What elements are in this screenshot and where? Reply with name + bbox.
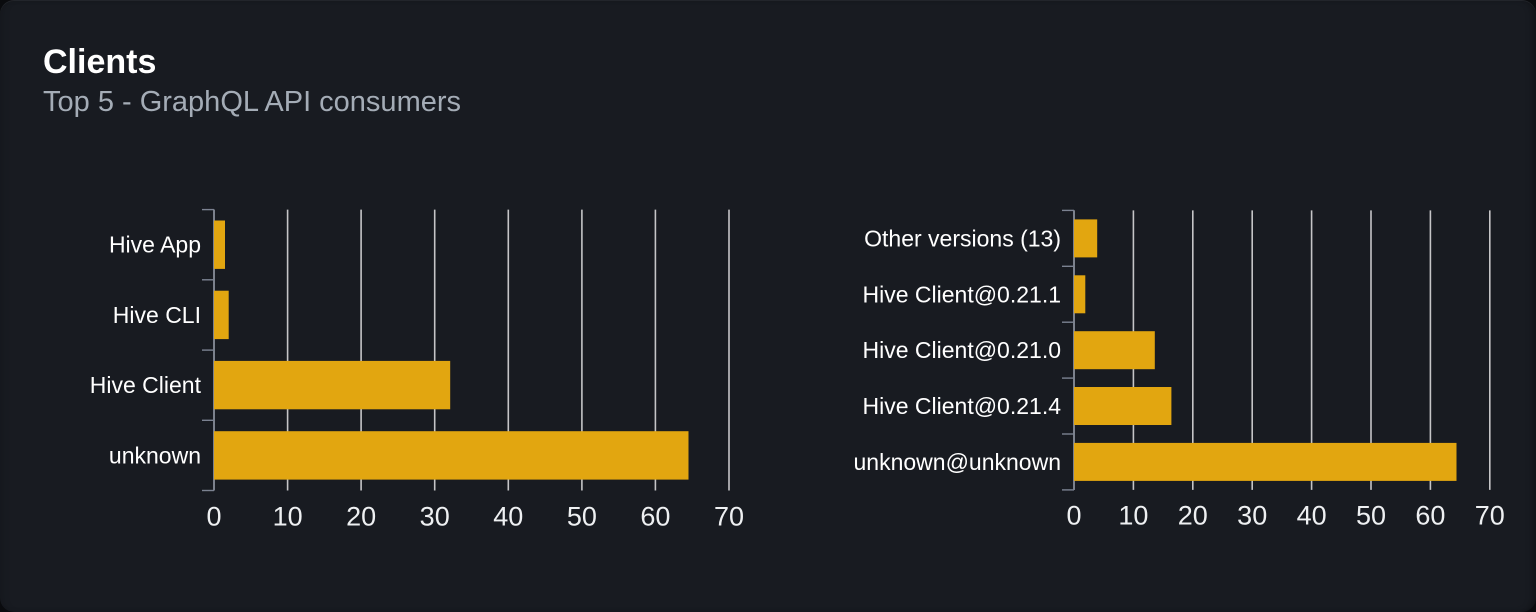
svg-text:40: 40 bbox=[493, 501, 523, 531]
svg-text:60: 60 bbox=[640, 501, 670, 531]
svg-text:unknown@unknown: unknown@unknown bbox=[854, 449, 1061, 475]
svg-text:0: 0 bbox=[206, 501, 221, 531]
svg-text:20: 20 bbox=[1178, 501, 1208, 531]
svg-text:Other versions (13): Other versions (13) bbox=[864, 225, 1061, 251]
svg-text:70: 70 bbox=[714, 501, 744, 531]
svg-text:70: 70 bbox=[1475, 501, 1505, 531]
svg-text:10: 10 bbox=[273, 501, 303, 531]
svg-text:60: 60 bbox=[1415, 501, 1445, 531]
svg-text:Hive Client: Hive Client bbox=[90, 372, 202, 398]
svg-text:30: 30 bbox=[1237, 501, 1267, 531]
svg-text:Hive Client@0.21.0: Hive Client@0.21.0 bbox=[863, 337, 1062, 363]
svg-text:Hive Client@0.21.4: Hive Client@0.21.4 bbox=[863, 393, 1062, 419]
svg-text:0: 0 bbox=[1066, 501, 1081, 531]
svg-text:20: 20 bbox=[346, 501, 376, 531]
svg-text:50: 50 bbox=[567, 501, 597, 531]
svg-text:Hive CLI: Hive CLI bbox=[113, 302, 201, 328]
svg-text:40: 40 bbox=[1297, 501, 1327, 531]
svg-text:unknown: unknown bbox=[109, 442, 201, 468]
svg-text:30: 30 bbox=[420, 501, 450, 531]
svg-text:Hive App: Hive App bbox=[109, 232, 201, 258]
svg-text:Hive Client@0.21.1: Hive Client@0.21.1 bbox=[863, 281, 1062, 307]
svg-text:50: 50 bbox=[1356, 501, 1386, 531]
svg-text:10: 10 bbox=[1118, 501, 1148, 531]
